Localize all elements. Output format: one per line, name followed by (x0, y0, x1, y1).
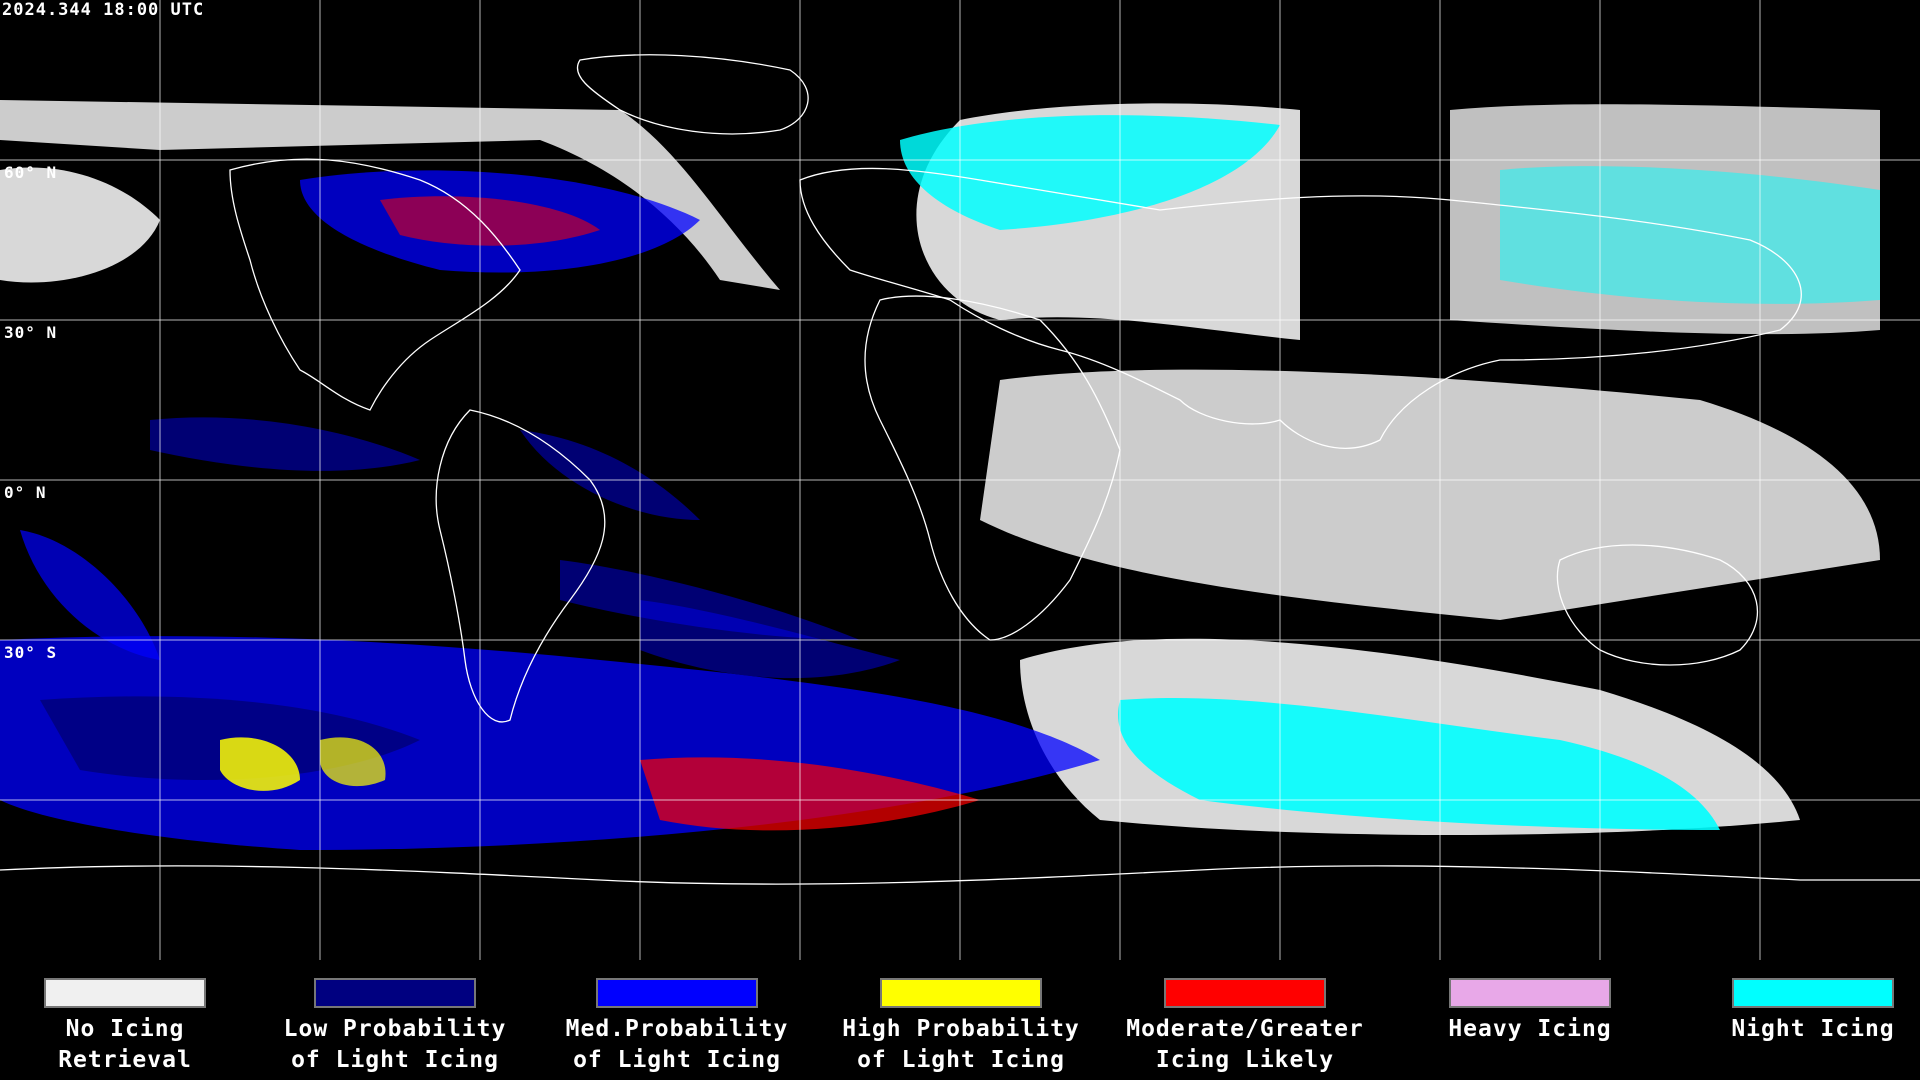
legend-label: Moderate/Greater Icing Likely (1126, 1016, 1364, 1073)
legend-item-low-probability: Low Probability of Light Icing (270, 978, 520, 1076)
legend: No Icing Retrieval Low Probability of Li… (0, 960, 1920, 1080)
legend-label: Med.Probability of Light Icing (565, 1016, 789, 1073)
legend-swatch (314, 978, 476, 1008)
lat-label-0n: 0° N (4, 483, 47, 502)
legend-item-night-icing: Night Icing (1688, 978, 1920, 1045)
legend-label: High Probability of Light Icing (842, 1016, 1080, 1073)
legend-swatch (880, 978, 1042, 1008)
icing-map: 2024.344 18:00 UTC 60° N 30° N 0° N 30° … (0, 0, 1920, 960)
legend-item-med-probability: Med.Probability of Light Icing (552, 978, 802, 1076)
legend-swatch (1732, 978, 1894, 1008)
legend-label: Night Icing (1731, 1016, 1895, 1042)
legend-swatch (44, 978, 206, 1008)
legend-label: No Icing Retrieval (58, 1016, 192, 1073)
legend-label: Low Probability of Light Icing (283, 1016, 507, 1073)
legend-label: Heavy Icing (1448, 1016, 1612, 1042)
map-canvas (0, 0, 1920, 960)
lat-label-30s: 30° S (4, 643, 58, 662)
legend-swatch (1164, 978, 1326, 1008)
lat-label-60n: 60° N (4, 163, 58, 182)
legend-item-high-probability: High Probability of Light Icing (836, 978, 1086, 1076)
legend-item-heavy-icing: Heavy Icing (1405, 978, 1655, 1045)
lat-label-30n: 30° N (4, 323, 58, 342)
legend-item-moderate-greater: Moderate/Greater Icing Likely (1120, 978, 1370, 1076)
icing-swirls (0, 170, 1100, 850)
legend-swatch (1449, 978, 1611, 1008)
legend-swatch (596, 978, 758, 1008)
lat-lon-grid (0, 0, 1920, 960)
coastlines (0, 54, 1920, 885)
timestamp: 2024.344 18:00 UTC (2, 0, 205, 20)
legend-item-no-icing: No Icing Retrieval (0, 978, 250, 1076)
eastern-cloud-coverage (0, 100, 1880, 835)
